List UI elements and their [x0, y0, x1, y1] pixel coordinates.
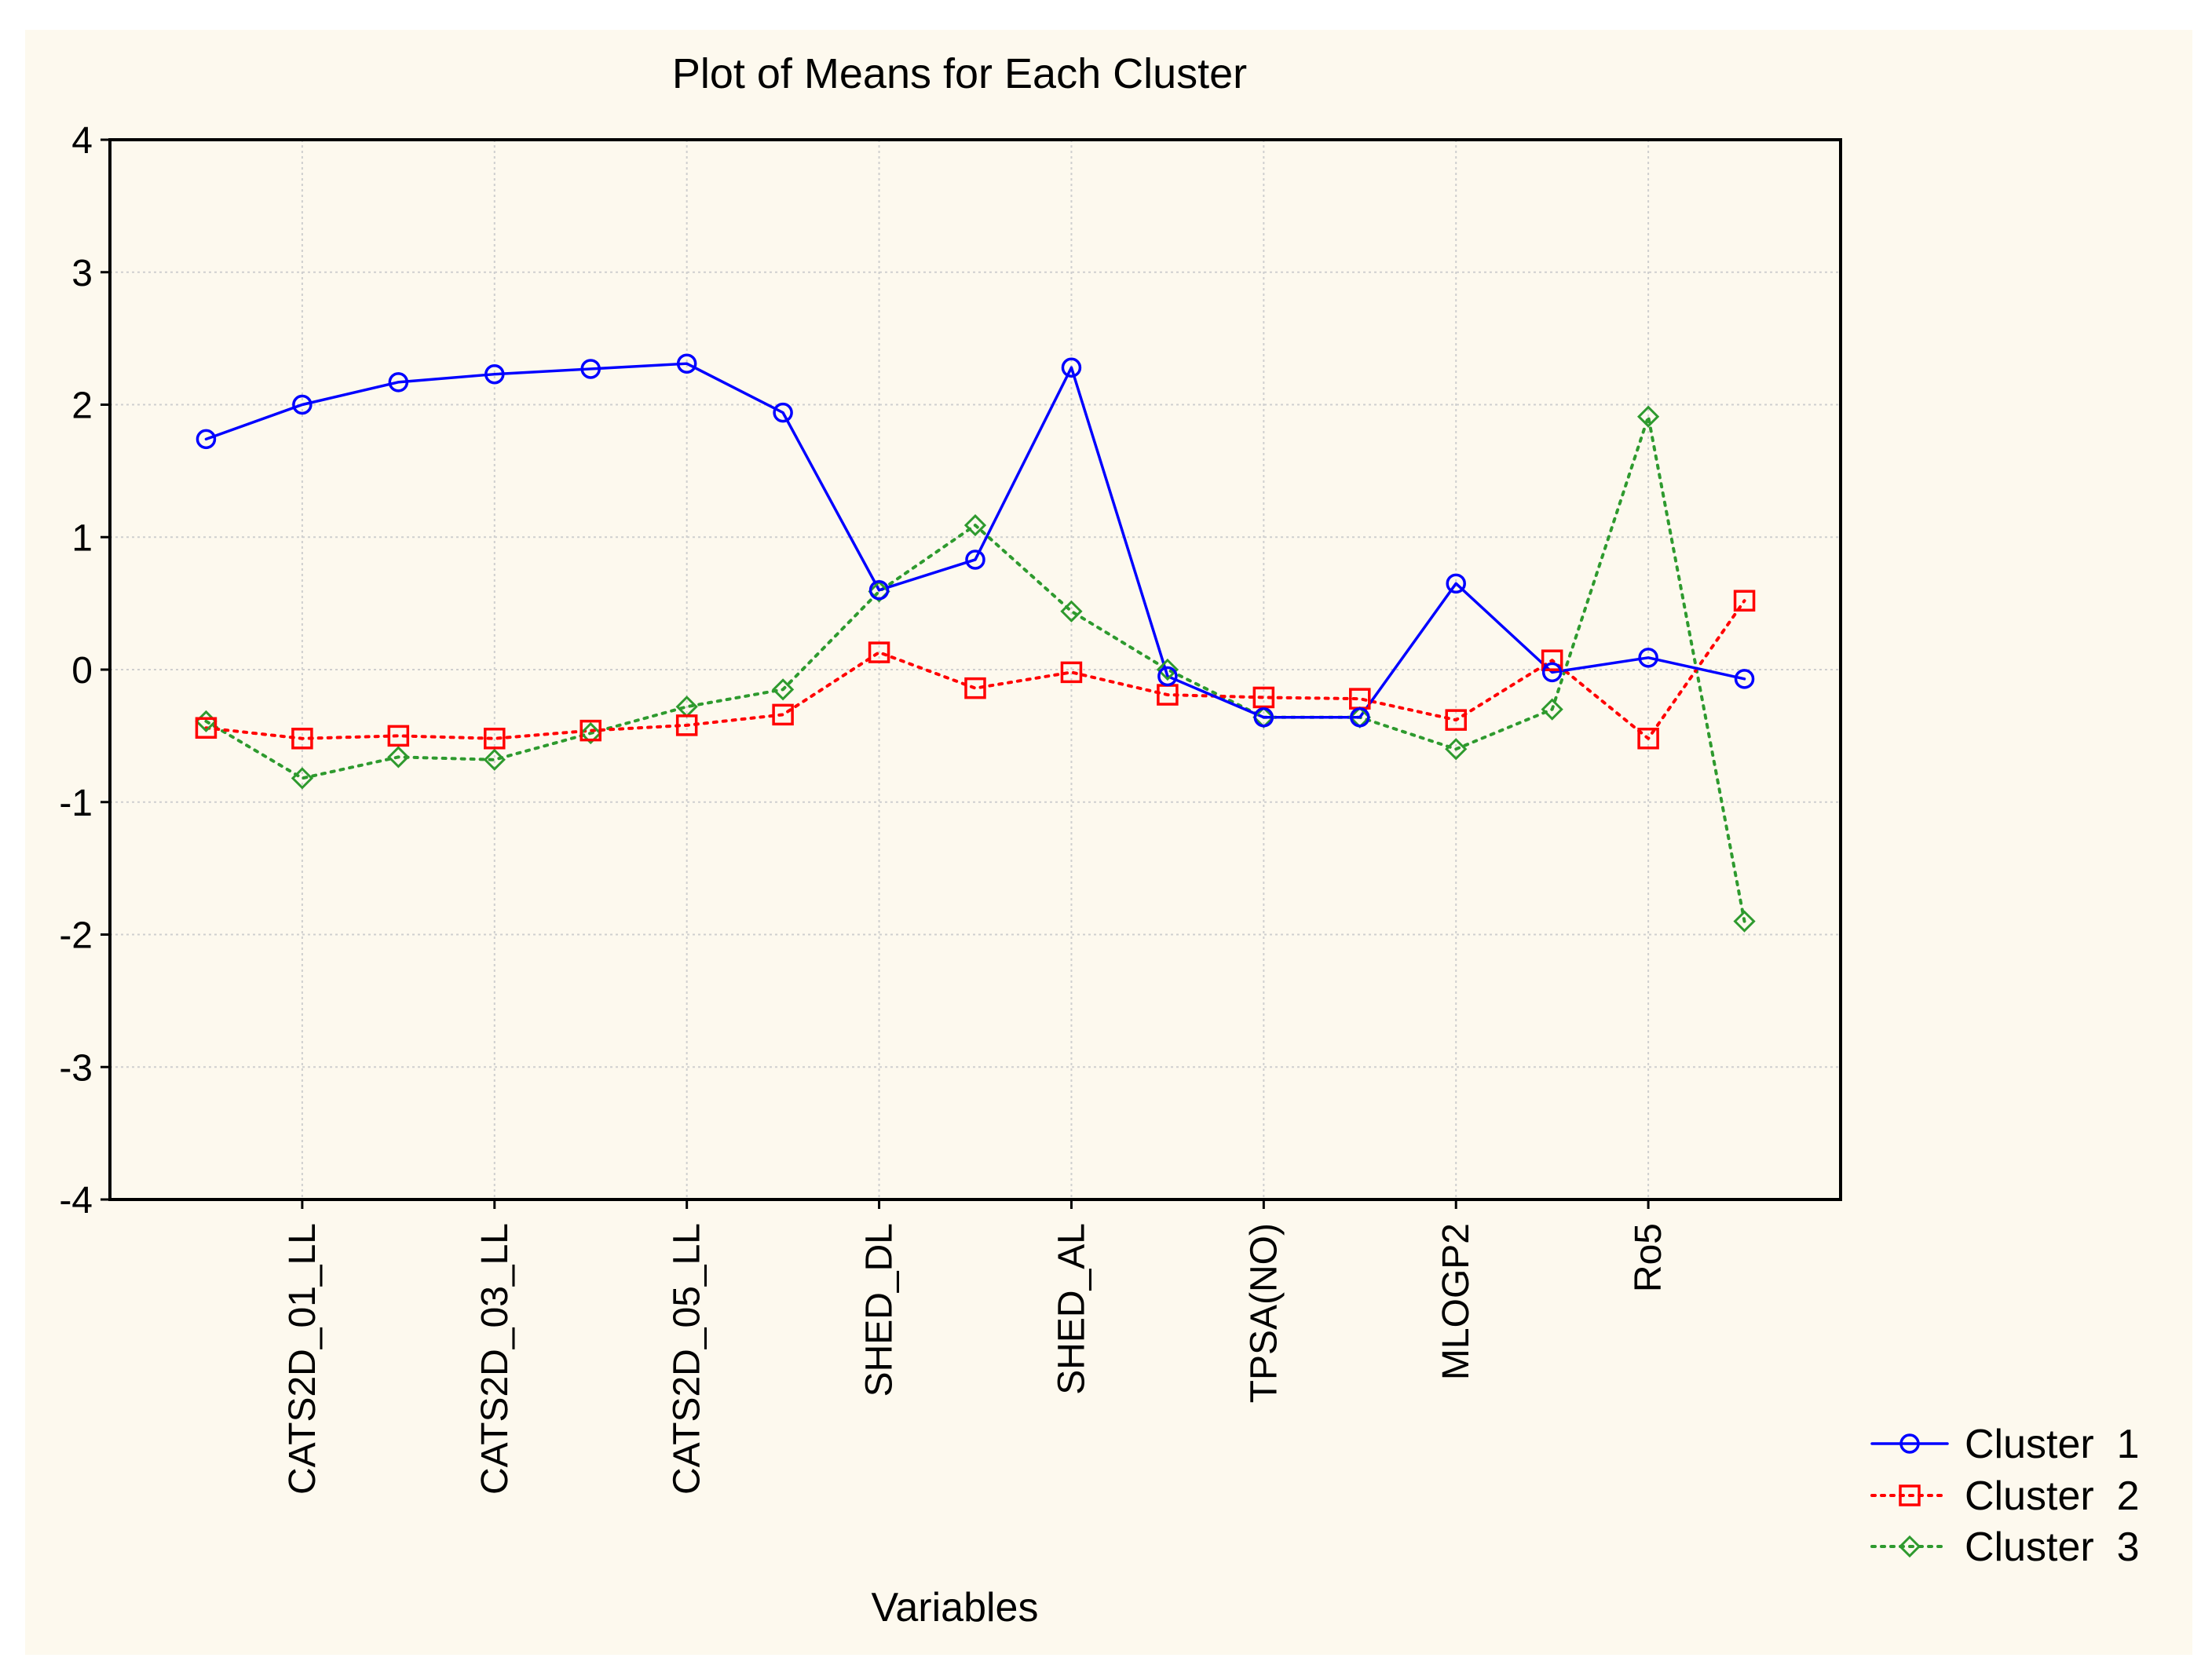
data-point-cluster-3	[291, 767, 314, 790]
x-tick-label: MLOGP2	[1435, 1223, 1477, 1380]
legend-marker-cluster-1	[1899, 1433, 1920, 1454]
legend-label-cluster-1: Cluster 1	[1965, 1422, 2140, 1467]
data-point-cluster-2	[1252, 686, 1275, 709]
data-point-cluster-1	[965, 550, 985, 570]
x-axis-label: Variables	[872, 1585, 1039, 1630]
data-point-cluster-1	[1350, 707, 1370, 728]
data-point-cluster-2	[484, 728, 506, 750]
data-point-cluster-2	[1733, 590, 1756, 612]
x-tick-label: Ro5	[1628, 1223, 1669, 1292]
data-point-cluster-3	[771, 678, 795, 701]
data-point-cluster-3	[1541, 698, 1563, 721]
data-point-cluster-1	[676, 353, 697, 374]
data-point-cluster-2	[868, 641, 890, 663]
chart-title: Plot of Means for Each Cluster	[672, 50, 1247, 97]
data-point-cluster-1	[1061, 357, 1082, 378]
data-point-cluster-1	[868, 580, 890, 601]
data-point-cluster-3	[1733, 910, 1756, 933]
data-point-cluster-2	[1445, 709, 1467, 731]
data-point-cluster-3	[868, 580, 890, 603]
y-tick-label: -2	[59, 915, 93, 957]
data-point-cluster-1	[580, 359, 601, 379]
data-point-cluster-3	[1636, 405, 1660, 428]
data-point-cluster-2	[195, 717, 218, 739]
data-point-cluster-1	[1157, 666, 1178, 687]
legend-marker-cluster-3	[1898, 1535, 1921, 1558]
y-axis: 4 3 2 1 0 -1 -2 -3 -4	[59, 120, 110, 1221]
x-tick-label: SHED_DL	[859, 1223, 901, 1397]
legend: Cluster 1 Cluster 2 Cluster 3	[1870, 1422, 2140, 1570]
data-point-cluster-2	[1541, 649, 1563, 671]
data-point-cluster-1	[1253, 707, 1274, 728]
means-plot: Plot of Means for Each Cluster 4 3 2 1 0 -1 -2…	[59, 50, 2140, 1630]
series-group	[195, 353, 1756, 933]
data-point-cluster-2	[580, 719, 601, 742]
data-point-cluster-3	[483, 748, 506, 771]
data-point-cluster-2	[964, 677, 986, 699]
y-tick-label: 0	[71, 650, 93, 692]
y-tick-label: -3	[59, 1047, 93, 1089]
data-point-cluster-2	[291, 728, 313, 750]
data-point-cluster-2	[1637, 728, 1659, 750]
y-tick-label: -1	[59, 783, 93, 824]
x-tick-label: CATS2D_05_LL	[667, 1223, 708, 1495]
data-point-cluster-1	[1446, 573, 1466, 594]
data-point-cluster-2	[387, 725, 410, 747]
y-tick-label: 3	[71, 253, 93, 294]
data-point-cluster-1	[484, 363, 505, 385]
data-point-cluster-2	[772, 703, 794, 726]
x-tick-label: TPSA(NO)	[1243, 1223, 1285, 1403]
data-point-cluster-1	[773, 402, 793, 423]
data-point-cluster-1	[1734, 669, 1755, 689]
grid	[110, 140, 1841, 1199]
data-point-cluster-3	[1156, 658, 1179, 681]
legend-label-cluster-3: Cluster 3	[1965, 1524, 2140, 1570]
data-point-cluster-2	[675, 714, 698, 736]
legend-label-cluster-2: Cluster 2	[1965, 1473, 2140, 1519]
data-point-cluster-3	[963, 513, 987, 537]
chart-panel: Plot of Means for Each Cluster 4 3 2 1 0 -1 -2…	[25, 30, 2192, 1655]
x-axis: CATS2D_01_LL CATS2D_03_LL CATS2D_05_LL SHED…	[282, 1199, 1669, 1495]
x-tick-label: CATS2D_01_LL	[282, 1223, 324, 1495]
data-point-cluster-3	[1060, 600, 1083, 623]
data-point-cluster-1	[388, 372, 409, 393]
data-point-cluster-3	[580, 721, 602, 745]
legend-marker-cluster-2	[1899, 1484, 1921, 1506]
y-tick-label: 1	[71, 517, 93, 559]
x-tick-label: CATS2D_03_LL	[474, 1223, 516, 1495]
y-tick-label: -4	[59, 1180, 93, 1221]
data-point-cluster-2	[1060, 661, 1083, 684]
data-point-cluster-3	[1445, 738, 1468, 761]
y-tick-label: 4	[71, 120, 93, 162]
data-point-cluster-1	[196, 429, 217, 450]
series-line-cluster-2	[204, 599, 1746, 740]
data-point-cluster-1	[1638, 648, 1658, 668]
y-tick-label: 2	[71, 385, 93, 427]
data-point-cluster-3	[387, 746, 410, 769]
data-point-cluster-1	[1541, 662, 1563, 683]
series-line-cluster-1	[204, 362, 1746, 719]
data-point-cluster-1	[292, 394, 313, 415]
x-tick-label: SHED_AL	[1051, 1223, 1092, 1395]
series-line-cluster-3	[204, 414, 1746, 923]
